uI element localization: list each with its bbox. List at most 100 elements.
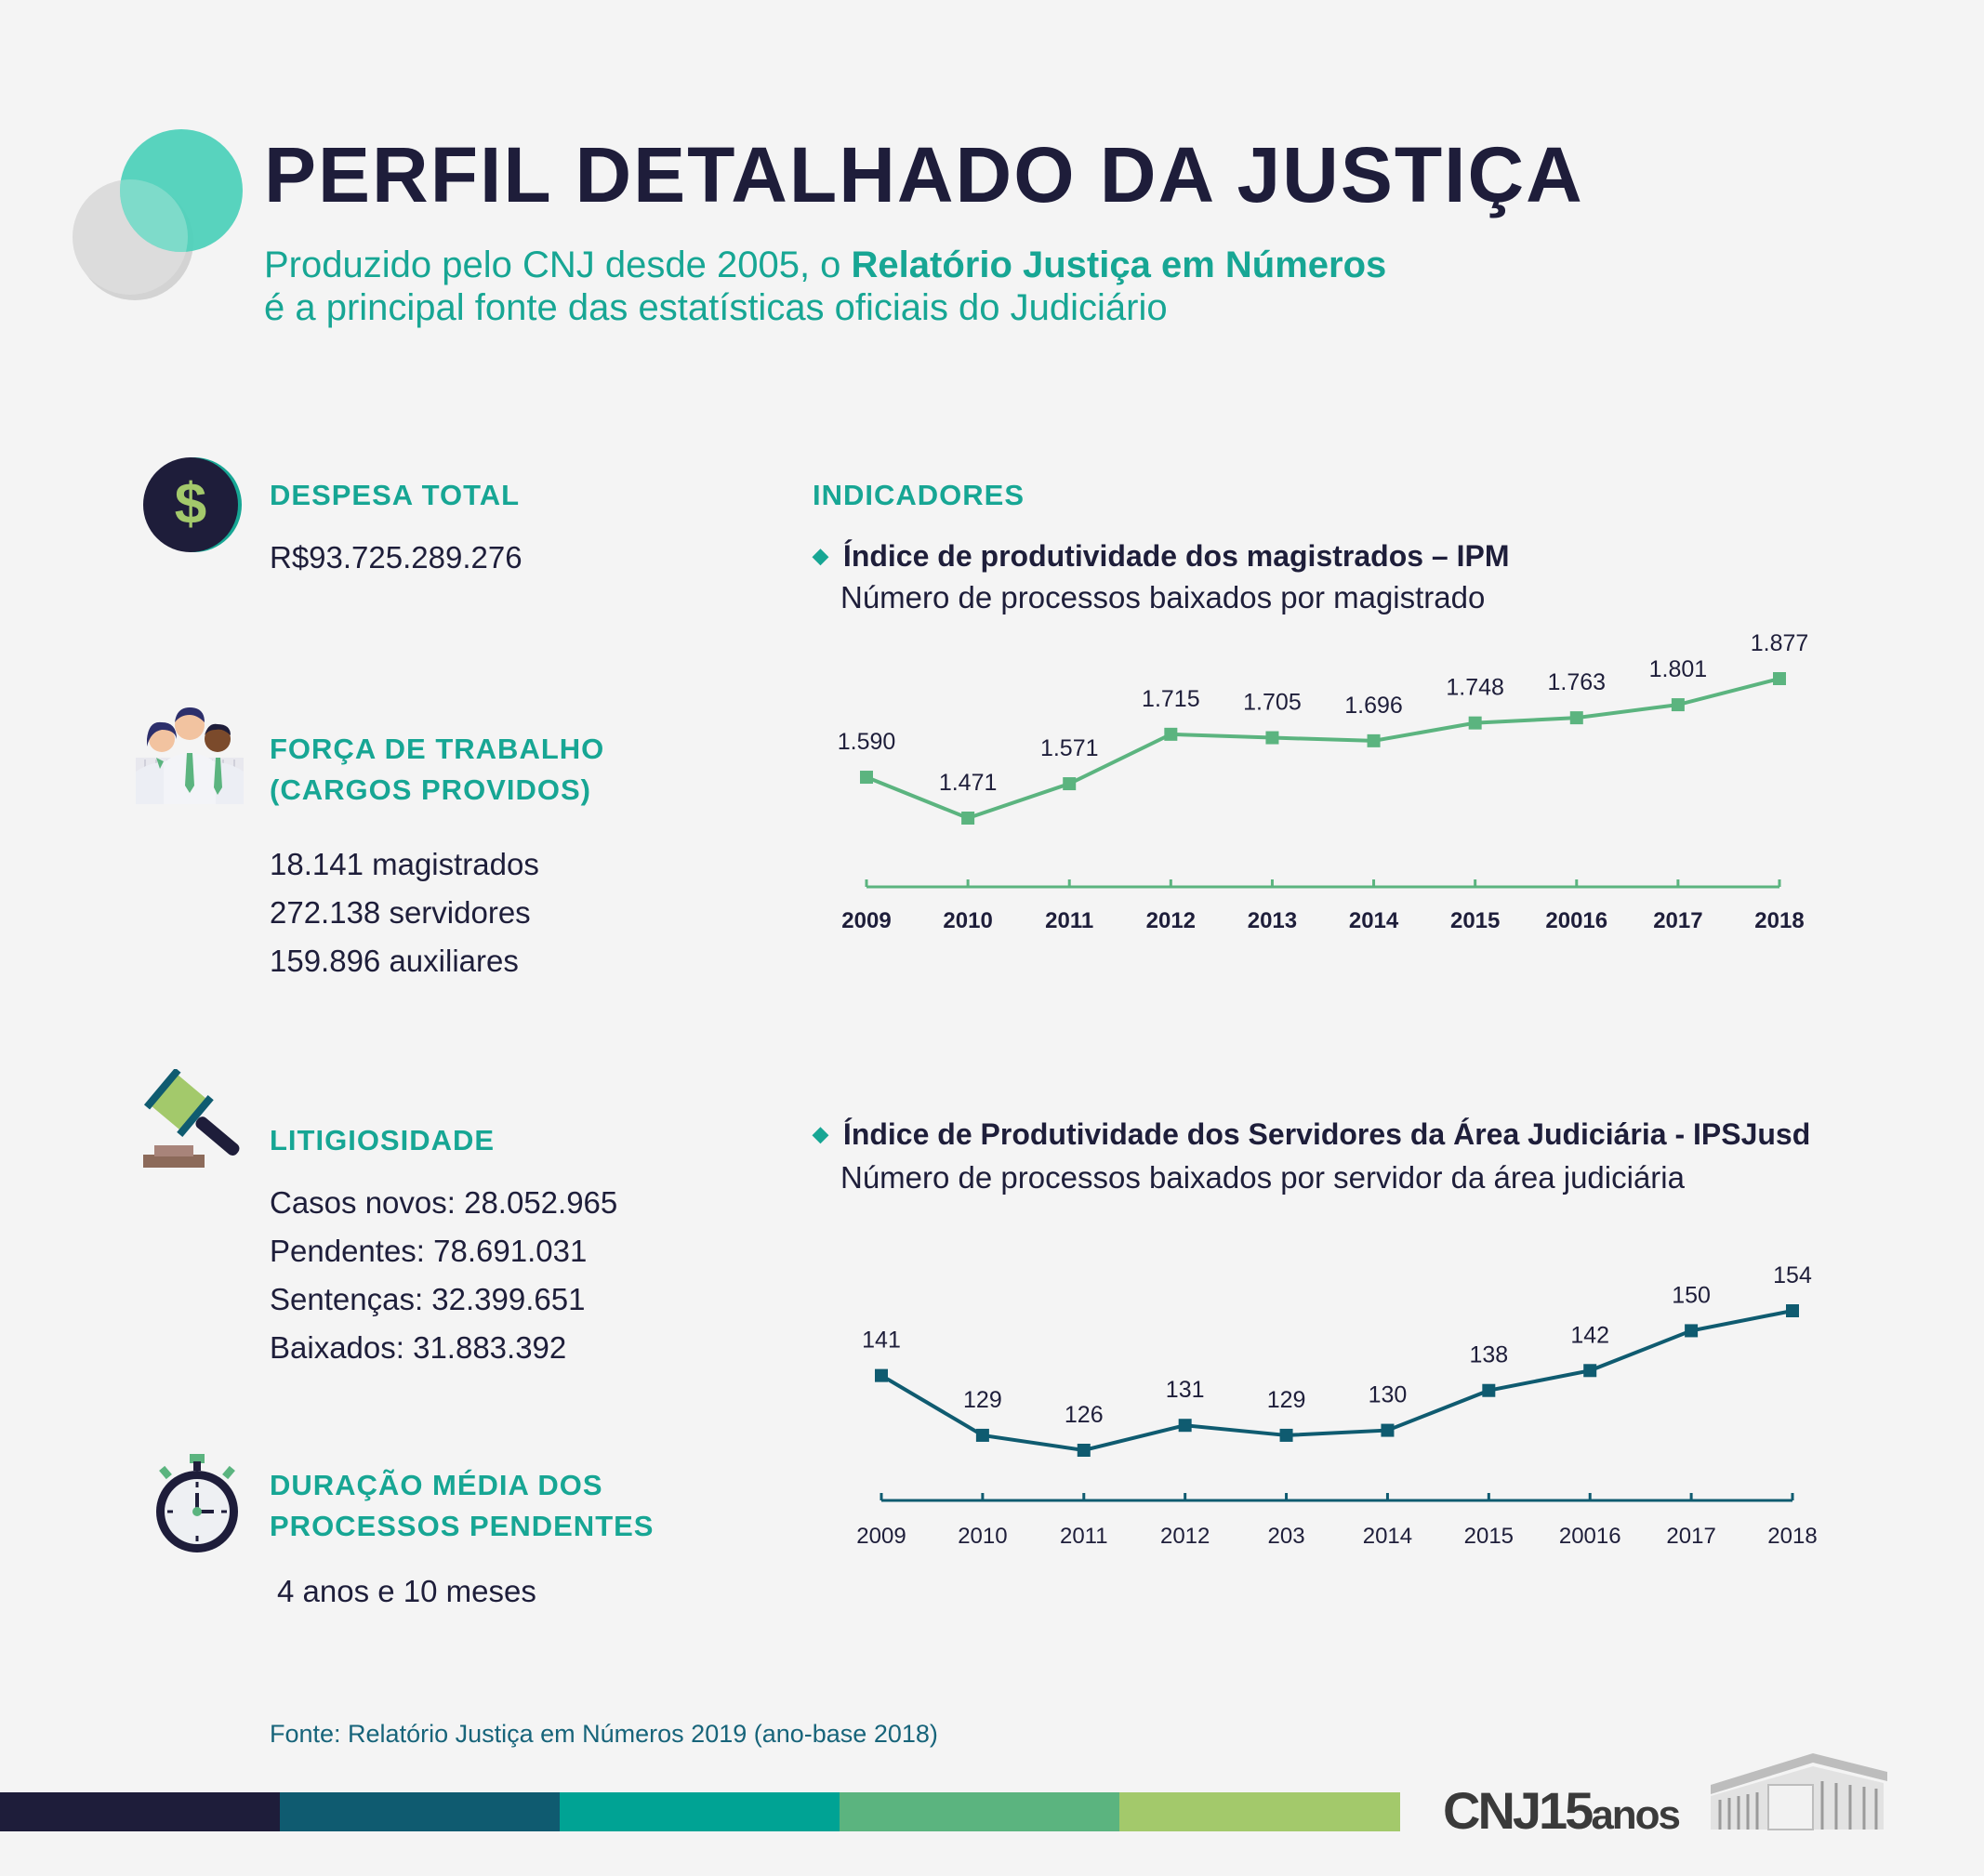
ipsjusd-data-point bbox=[1786, 1304, 1799, 1317]
workforce-people-icon bbox=[136, 707, 244, 804]
ipm-data-point bbox=[1773, 672, 1786, 685]
ipsjusd-x-tick-label: 2015 bbox=[1464, 1524, 1514, 1549]
ipsjusd-data-label: 131 bbox=[1166, 1377, 1205, 1403]
ipsjusd-x-tick-label: 20016 bbox=[1559, 1524, 1621, 1549]
ipsjusd-data-point bbox=[1583, 1364, 1597, 1378]
litigiosidade-item: Sentenças: 32.399.651 bbox=[270, 1282, 586, 1316]
ipm-x-tick-label: 2014 bbox=[1349, 908, 1399, 933]
ipm-data-point bbox=[1367, 733, 1381, 747]
ipsjusd-data-point bbox=[975, 1428, 989, 1442]
logo-number: 15 bbox=[1539, 1781, 1594, 1840]
stopwatch-icon bbox=[156, 1454, 238, 1552]
ipsjusd-data-point bbox=[1482, 1383, 1496, 1397]
litigiosidade-item: Baixados: 31.883.392 bbox=[270, 1330, 567, 1365]
forca-item: 18.141 magistrados bbox=[270, 847, 539, 881]
logo-suffix: anos bbox=[1591, 1792, 1681, 1838]
diamond-bullet-icon: ◆ bbox=[813, 544, 828, 567]
chart1-title: ◆ Índice de produtividade dos magistrados… bbox=[813, 539, 1510, 574]
ipm-x-tick-label: 2013 bbox=[1248, 908, 1297, 933]
ipm-x-tick-label: 2015 bbox=[1450, 908, 1500, 933]
ipm-data-label: 1.748 bbox=[1446, 675, 1504, 701]
diamond-bullet-icon: ◆ bbox=[813, 1122, 828, 1145]
page-title: PERFIL DETALHADO DA JUSTIÇA bbox=[264, 131, 1584, 218]
ipm-data-label: 1.715 bbox=[1142, 686, 1200, 712]
forca-item: 159.896 auxiliares bbox=[270, 944, 519, 978]
ipm-x-tick-label: 2009 bbox=[841, 908, 891, 933]
ipm-data-label: 1.571 bbox=[1040, 735, 1099, 761]
subtitle-line2: é a principal fonte das estatísticas ofi… bbox=[264, 287, 1168, 328]
ipsjusd-data-label: 141 bbox=[862, 1328, 901, 1354]
chart2-subtitle: Número de processos baixados por servido… bbox=[840, 1160, 1685, 1195]
logo-main: CNJ bbox=[1443, 1781, 1541, 1840]
header-circles-logo bbox=[73, 129, 243, 300]
building-icon bbox=[1711, 1753, 1887, 1830]
page-subtitle: Produzido pelo CNJ desde 2005, o Relatór… bbox=[264, 244, 1386, 329]
ipm-x-tick-label: 20016 bbox=[1545, 908, 1607, 933]
despesa-heading: DESPESA TOTAL bbox=[270, 479, 521, 511]
ipm-data-point bbox=[1063, 777, 1077, 791]
ipm-line-chart: 2009 2010 2011 2012 2013 2014 2015 20016 2017 201… bbox=[838, 630, 1809, 933]
indicadores-heading: INDICADORES bbox=[813, 479, 1025, 511]
ipsjusd-line-chart: 2009 2010 2011 2012 203 2014 2015 20016 2017 2018… bbox=[856, 1262, 1817, 1549]
duracao-value: 4 anos e 10 meses bbox=[277, 1574, 536, 1608]
forca-heading-line1: FORÇA DE TRABALHO bbox=[270, 733, 605, 765]
ipsjusd-data-label: 126 bbox=[1065, 1402, 1104, 1428]
ipm-data-label: 1.877 bbox=[1751, 630, 1809, 656]
ipsjusd-x-tick-label: 2011 bbox=[1060, 1524, 1108, 1549]
ipsjusd-x-tick-label: 2009 bbox=[856, 1524, 906, 1549]
gavel-icon bbox=[143, 1069, 240, 1168]
ipsjusd-data-label: 154 bbox=[1773, 1262, 1812, 1288]
ipsjusd-data-point bbox=[1279, 1428, 1293, 1442]
ipm-data-label: 1.801 bbox=[1649, 656, 1708, 682]
ipsjusd-x-tick-label: 203 bbox=[1268, 1524, 1305, 1549]
ipsjusd-data-point bbox=[1178, 1419, 1192, 1433]
ipsjusd-data-point bbox=[1381, 1423, 1395, 1437]
ipm-series-line bbox=[866, 677, 1780, 821]
litigiosidade-item: Casos novos: 28.052.965 bbox=[270, 1185, 618, 1220]
ipsjusd-x-tick-label: 2012 bbox=[1160, 1524, 1210, 1549]
ipm-data-point bbox=[1569, 711, 1583, 725]
ipm-data-point bbox=[1671, 698, 1685, 712]
despesa-value: R$93.725.289.276 bbox=[270, 540, 522, 575]
ipm-data-label: 1.763 bbox=[1547, 669, 1606, 695]
chart2-title-text: Índice de Produtividade dos Servidores d… bbox=[842, 1117, 1811, 1151]
duracao-heading-line1: DURAÇÃO MÉDIA DOS bbox=[270, 1469, 603, 1501]
color-bar-segment bbox=[560, 1792, 840, 1831]
litigiosidade-item: Pendentes: 78.691.031 bbox=[270, 1234, 588, 1268]
duracao-heading-line2: PROCESSOS PENDENTES bbox=[270, 1510, 655, 1542]
ipsjusd-x-tick-label: 2010 bbox=[958, 1524, 1007, 1549]
chart1-title-text: Índice de produtividade dos magistrados … bbox=[842, 539, 1510, 573]
svg-text:$: $ bbox=[175, 472, 206, 536]
forca-heading-line2: (CARGOS PROVIDOS) bbox=[270, 773, 591, 806]
ipsjusd-data-label: 129 bbox=[1267, 1387, 1306, 1413]
ipsjusd-data-label: 138 bbox=[1469, 1342, 1508, 1368]
subtitle-text: Produzido pelo CNJ desde 2005, o bbox=[264, 244, 852, 285]
dollar-icon: $ bbox=[143, 457, 242, 552]
ipsjusd-x-tick-label: 2017 bbox=[1666, 1524, 1715, 1549]
forca-item: 272.138 servidores bbox=[270, 895, 531, 930]
ipsjusd-data-point bbox=[1685, 1324, 1699, 1338]
ipm-data-label: 1.590 bbox=[838, 729, 896, 755]
ipsjusd-data-label: 130 bbox=[1369, 1382, 1408, 1408]
ipsjusd-x-tick-label: 2018 bbox=[1767, 1524, 1817, 1549]
ipm-x-tick-label: 2012 bbox=[1146, 908, 1196, 933]
ipm-x-tick-label: 2018 bbox=[1754, 908, 1804, 933]
litigiosidade-heading: LITIGIOSIDADE bbox=[270, 1124, 496, 1156]
subtitle-highlight: Relatório Justiça em Números bbox=[851, 244, 1387, 285]
ipsjusd-series-line bbox=[880, 1309, 1793, 1453]
ipm-x-tick-label: 2011 bbox=[1045, 908, 1093, 933]
ipm-data-point bbox=[1164, 727, 1178, 741]
ipsjusd-data-point bbox=[875, 1368, 888, 1382]
duracao-heading: DURAÇÃO MÉDIA DOS PROCESSOS PENDENTES bbox=[270, 1465, 654, 1547]
ipm-data-label: 1.705 bbox=[1243, 690, 1302, 716]
color-bar-segment bbox=[1119, 1792, 1400, 1831]
cnj-15-anos-logo: CNJ15anos bbox=[1443, 1780, 1681, 1841]
forca-heading: FORÇA DE TRABALHO (CARGOS PROVIDOS) bbox=[270, 729, 604, 811]
ipm-data-label: 1.471 bbox=[939, 770, 998, 796]
ipsjusd-data-label: 129 bbox=[963, 1387, 1002, 1413]
color-bar-segment bbox=[0, 1792, 280, 1831]
color-bar-segment bbox=[840, 1792, 1119, 1831]
ipm-data-point bbox=[860, 771, 873, 785]
ipsjusd-data-label: 150 bbox=[1672, 1282, 1711, 1308]
ipm-data-point bbox=[1468, 716, 1482, 730]
